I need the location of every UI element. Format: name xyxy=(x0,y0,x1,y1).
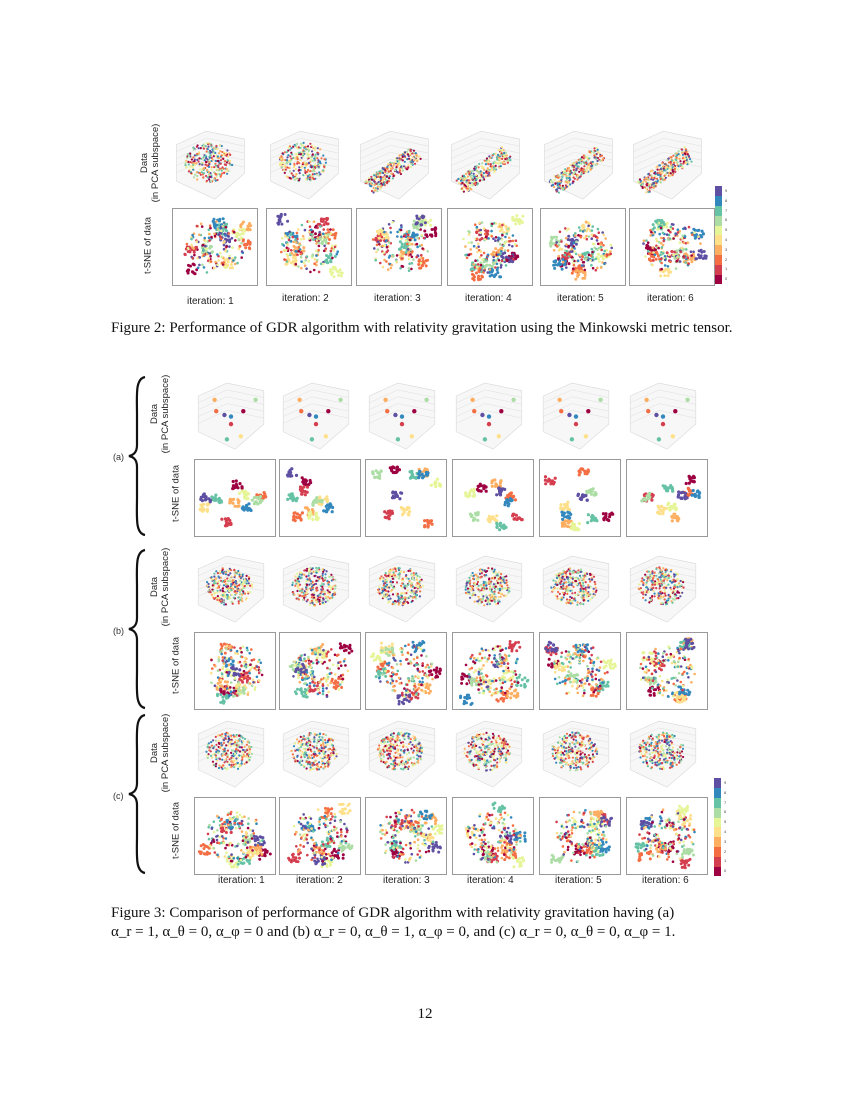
fig3b-tsne-plot-3 xyxy=(365,632,447,710)
fig3b-pca-plot-1 xyxy=(190,550,272,626)
fig2-iter-label-1: iteration: 1 xyxy=(187,296,234,307)
fig3a-tsne-row-label: t-SNE of data xyxy=(170,464,182,523)
fig3a-tsne-plot-4 xyxy=(452,459,534,537)
fig3b-pca-plot-5 xyxy=(535,550,617,626)
fig3c-pca-plot-6 xyxy=(622,715,704,791)
fig3b-tsne-row-label: t-SNE of data xyxy=(170,636,182,695)
group-b-label: (b) xyxy=(113,626,124,636)
fig2-pca-plot-3 xyxy=(352,125,437,203)
fig3b-tsne-plot-1 xyxy=(194,632,276,710)
fig3b-tsne-plot-4 xyxy=(452,632,534,710)
fig3b-tsne-plot-5 xyxy=(539,632,621,710)
fig3-iter-label-4: iteration: 4 xyxy=(467,875,514,886)
fig3c-pca-row-label: Data (in PCA subspace) xyxy=(149,703,171,803)
fig3c-tsne-plot-6 xyxy=(626,797,708,875)
fig3a-tsne-plot-2 xyxy=(279,459,361,537)
fig3c-pca-plot-5 xyxy=(535,715,617,791)
fig2-tsne-row-label: t-SNE of data xyxy=(142,216,154,275)
fig3c-tsne-row-label: t-SNE of data xyxy=(170,801,182,860)
fig3c-tsne-plot-4 xyxy=(452,797,534,875)
fig3a-pca-plot-1 xyxy=(190,377,272,453)
fig3-iter-label-3: iteration: 3 xyxy=(383,875,430,886)
fig3-iter-label-2: iteration: 2 xyxy=(296,875,343,886)
fig3c-tsne-plot-3 xyxy=(365,797,447,875)
fig2-tsne-plot-6 xyxy=(629,208,715,286)
fig2-tsne-plot-4 xyxy=(447,208,533,286)
fig2-pca-plot-4 xyxy=(443,125,528,203)
fig3a-pca-plot-3 xyxy=(361,377,443,453)
row-label-line1: Data xyxy=(149,742,160,764)
fig2-tsne-plot-2 xyxy=(266,208,352,286)
fig3a-tsne-plot-6 xyxy=(626,459,708,537)
fig3c-pca-plot-1 xyxy=(190,715,272,791)
fig3-iter-label-6: iteration: 6 xyxy=(642,875,689,886)
fig2-caption: Figure 2: Performance of GDR algorithm w… xyxy=(111,320,733,336)
group-a-label: (a) xyxy=(113,452,124,462)
page-number: 12 xyxy=(417,1006,433,1022)
fig2-pca-plot-5 xyxy=(536,125,621,203)
fig2-iter-label-6: iteration: 6 xyxy=(647,293,694,304)
fig3a-tsne-plot-5 xyxy=(539,459,621,537)
fig3b-pca-plot-4 xyxy=(448,550,530,626)
fig3-caption-line1: Figure 3: Comparison of performance of G… xyxy=(111,905,675,921)
fig3b-pca-row-label: Data (in PCA subspace) xyxy=(149,537,171,637)
fig3-caption-line2: α_r = 1, α_θ = 0, α_φ = 0 and (b) α_r = … xyxy=(111,924,676,940)
row-label-line1: Data xyxy=(149,403,160,425)
fig3c-tsne-plot-1 xyxy=(194,797,276,875)
fig3a-tsne-plot-3 xyxy=(365,459,447,537)
fig2-pca-plot-1 xyxy=(168,125,253,203)
fig3-iter-label-1: iteration: 1 xyxy=(218,875,265,886)
fig2-iter-label-4: iteration: 4 xyxy=(465,293,512,304)
fig2-iter-label-5: iteration: 5 xyxy=(557,293,604,304)
fig3a-pca-row-label: Data (in PCA subspace) xyxy=(149,364,171,464)
row-label-line1: Data xyxy=(149,576,160,598)
fig3a-pca-plot-5 xyxy=(535,377,617,453)
row-label-line1: Data xyxy=(139,152,150,174)
row-label-line2: (in PCA subspace) xyxy=(160,547,171,627)
fig2-iter-label-2: iteration: 2 xyxy=(282,293,329,304)
fig3a-pca-plot-6 xyxy=(622,377,704,453)
fig3-caption: Figure 3: Comparison of performance of G… xyxy=(111,904,741,942)
group-c-brace xyxy=(128,713,146,875)
group-a-brace xyxy=(128,375,146,537)
fig3a-pca-plot-2 xyxy=(275,377,357,453)
fig2-iter-label-3: iteration: 3 xyxy=(374,293,421,304)
fig2-pca-row-label: Data (in PCA subspace) xyxy=(139,113,161,213)
row-label-line2: (in PCA subspace) xyxy=(160,374,171,454)
fig3b-tsne-plot-2 xyxy=(279,632,361,710)
group-c-label: (c) xyxy=(113,791,124,801)
fig2-tsne-plot-3 xyxy=(356,208,442,286)
group-b-brace xyxy=(128,548,146,710)
fig3a-tsne-plot-1 xyxy=(194,459,276,537)
fig2-pca-plot-2 xyxy=(262,125,347,203)
fig2-tsne-plot-1 xyxy=(172,208,258,286)
row-label-line2: (in PCA subspace) xyxy=(160,713,171,793)
fig2-tsne-plot-5 xyxy=(540,208,626,286)
fig3c-tsne-plot-2 xyxy=(279,797,361,875)
fig3-iter-label-5: iteration: 5 xyxy=(555,875,602,886)
fig2-pca-plot-6 xyxy=(625,125,710,203)
fig3b-pca-plot-3 xyxy=(361,550,443,626)
fig3b-pca-plot-6 xyxy=(622,550,704,626)
row-label-line2: (in PCA subspace) xyxy=(150,123,161,203)
fig3c-tsne-plot-5 xyxy=(539,797,621,875)
fig3b-tsne-plot-6 xyxy=(626,632,708,710)
fig3c-pca-plot-4 xyxy=(448,715,530,791)
fig3a-pca-plot-4 xyxy=(448,377,530,453)
fig3b-pca-plot-2 xyxy=(275,550,357,626)
fig3c-pca-plot-3 xyxy=(361,715,443,791)
fig3c-pca-plot-2 xyxy=(275,715,357,791)
